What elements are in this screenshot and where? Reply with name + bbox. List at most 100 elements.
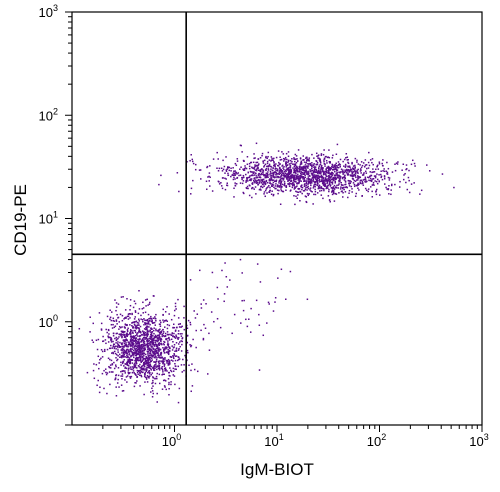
data-point [152, 381, 154, 384]
data-point [313, 193, 315, 196]
data-point [161, 335, 163, 338]
data-point [306, 298, 309, 301]
data-point [104, 368, 107, 370]
data-point [179, 323, 181, 325]
data-point [286, 167, 289, 170]
data-point [120, 361, 122, 364]
data-point [337, 184, 340, 186]
data-point [288, 182, 291, 184]
data-point [117, 374, 120, 377]
data-point [123, 336, 126, 338]
data-point [122, 351, 125, 354]
data-point [307, 172, 309, 174]
data-point [280, 168, 282, 171]
data-point [356, 185, 358, 187]
data-point [123, 345, 126, 347]
data-point [230, 167, 232, 170]
data-point [275, 172, 277, 174]
data-point [158, 183, 160, 186]
data-point [274, 180, 276, 183]
data-point [368, 179, 370, 182]
data-point [357, 168, 359, 171]
data-point [354, 167, 356, 169]
data-point [339, 176, 341, 179]
data-point [181, 337, 183, 340]
data-point [159, 340, 162, 342]
data-point [322, 180, 324, 183]
data-point [310, 170, 312, 172]
data-point [375, 191, 377, 193]
data-point [190, 390, 192, 393]
data-point [241, 177, 244, 179]
data-point [168, 360, 171, 362]
data-point [139, 354, 141, 356]
data-point [168, 347, 171, 350]
data-point [285, 164, 287, 166]
data-point [157, 348, 159, 350]
data-point [161, 373, 163, 376]
data-point [391, 183, 393, 186]
data-point [342, 160, 344, 163]
data-point [162, 329, 164, 331]
data-point [272, 172, 275, 175]
data-point [216, 151, 218, 154]
data-point [176, 337, 179, 339]
data-point [150, 318, 152, 320]
data-point [207, 176, 209, 178]
data-point [115, 306, 118, 308]
data-point [362, 179, 365, 181]
data-point [112, 345, 115, 348]
data-point [269, 170, 272, 173]
data-point [166, 360, 168, 363]
plot-frame [71, 11, 483, 426]
data-point [152, 342, 155, 345]
data-point [256, 161, 259, 164]
data-point [261, 178, 264, 181]
data-point [303, 169, 305, 172]
data-point [175, 350, 178, 352]
data-point [144, 363, 147, 365]
data-point [147, 376, 149, 378]
y-axis-title: CD19-PE [11, 184, 30, 256]
data-point [149, 352, 152, 355]
data-point [127, 351, 130, 353]
data-point [132, 327, 135, 329]
data-point [307, 163, 309, 165]
data-point [285, 174, 288, 176]
data-point [109, 318, 111, 320]
data-point [242, 191, 244, 194]
data-point [134, 311, 137, 313]
data-point [169, 367, 171, 369]
data-point [254, 157, 256, 159]
data-point [204, 327, 207, 330]
data-point [282, 179, 285, 181]
data-point [420, 189, 423, 192]
data-point [132, 325, 134, 328]
data-point [330, 177, 332, 179]
data-point [281, 183, 284, 186]
data-point [397, 161, 399, 163]
data-point [329, 173, 331, 175]
data-point [278, 161, 280, 164]
data-point [129, 361, 132, 364]
data-point [406, 188, 409, 191]
data-point [336, 169, 339, 171]
data-point [113, 346, 116, 348]
data-point [143, 331, 145, 333]
data-point [281, 151, 283, 153]
data-point [127, 318, 130, 320]
data-point [140, 361, 142, 364]
data-point [294, 158, 297, 161]
data-point [146, 320, 149, 322]
data-point [158, 367, 161, 369]
data-point [345, 186, 348, 188]
data-point [337, 174, 339, 177]
data-point [285, 161, 287, 163]
data-point [234, 172, 237, 174]
data-point [139, 369, 142, 371]
data-point [138, 355, 141, 357]
data-point [361, 174, 364, 176]
data-point [127, 327, 129, 330]
data-point [371, 171, 373, 174]
